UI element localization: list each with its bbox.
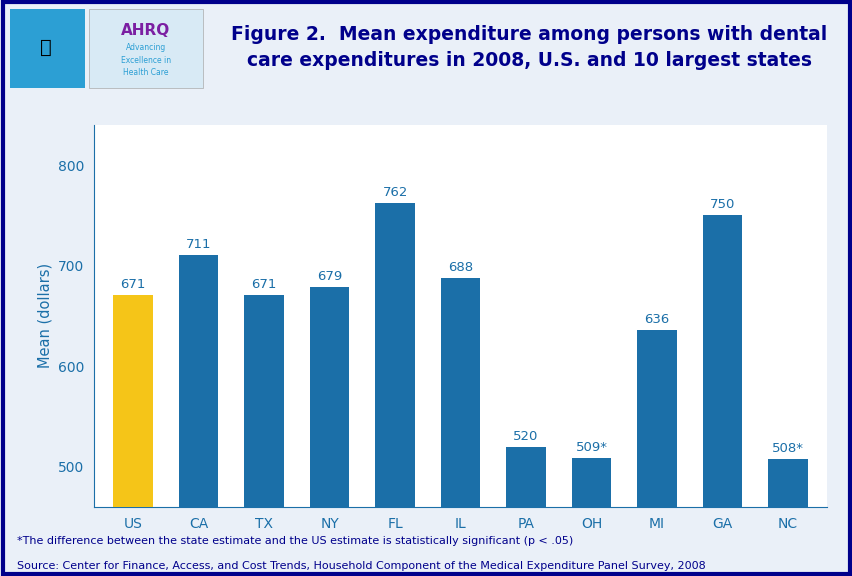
Text: Advancing
Excellence in
Health Care: Advancing Excellence in Health Care (121, 43, 170, 77)
Bar (309, 287, 348, 576)
Text: 688: 688 (447, 261, 473, 274)
Text: 636: 636 (644, 313, 669, 326)
Bar (572, 458, 611, 576)
Text: 🦅: 🦅 (40, 38, 52, 57)
Text: Source: Center for Finance, Access, and Cost Trends, Household Component of the : Source: Center for Finance, Access, and … (17, 561, 705, 571)
Text: 671: 671 (120, 278, 146, 291)
Text: *The difference between the state estimate and the US estimate is statistically : *The difference between the state estima… (17, 536, 573, 545)
Text: 750: 750 (709, 198, 734, 211)
Text: 671: 671 (251, 278, 277, 291)
Bar (440, 278, 480, 576)
Bar (768, 458, 807, 576)
FancyBboxPatch shape (89, 9, 203, 88)
Bar (702, 215, 741, 576)
Bar (245, 295, 284, 576)
Bar (375, 203, 414, 576)
Text: 508*: 508* (771, 442, 803, 454)
Bar (113, 295, 153, 576)
Text: AHRQ: AHRQ (121, 22, 170, 37)
Bar (636, 330, 676, 576)
Text: 711: 711 (186, 238, 211, 251)
Text: Figure 2.  Mean expenditure among persons with dental
care expenditures in 2008,: Figure 2. Mean expenditure among persons… (231, 25, 826, 70)
Text: 762: 762 (382, 187, 407, 199)
Bar (506, 446, 545, 576)
Text: 520: 520 (513, 430, 538, 442)
Text: 679: 679 (317, 270, 342, 283)
Y-axis label: Mean (dollars): Mean (dollars) (37, 263, 52, 369)
FancyBboxPatch shape (10, 9, 85, 88)
Text: 509*: 509* (575, 441, 607, 454)
Bar (179, 255, 218, 576)
